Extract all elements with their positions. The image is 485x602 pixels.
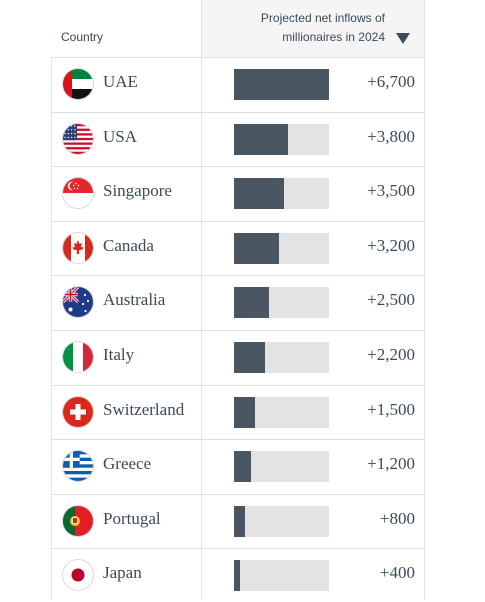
- country-name: UAE: [103, 72, 138, 91]
- bar-fill: [234, 560, 240, 592]
- usa-flag-icon: [63, 123, 93, 154]
- bar-fill: [234, 232, 280, 264]
- inflow-value: +1,500: [367, 399, 415, 419]
- switzerland-flag-icon: [63, 396, 93, 427]
- uae-flag-icon: [63, 69, 93, 99]
- canada-flag-icon: [63, 232, 93, 263]
- value-header-background: [201, 0, 425, 57]
- value-header-line2: millionaires in 2024: [282, 30, 385, 44]
- country-name: Australia: [103, 290, 166, 310]
- bar-track: [234, 396, 329, 428]
- table-row: UAE +6,700: [51, 57, 425, 111]
- italy-flag-icon: [63, 342, 93, 372]
- inflow-value: +6,700: [367, 72, 415, 91]
- country-name: Canada: [103, 235, 154, 255]
- bar-track: [234, 69, 329, 100]
- country-name: Japan: [103, 563, 142, 583]
- inflows-table: Country Projected net inflows of million…: [51, 0, 425, 600]
- inflow-value: +3,800: [367, 126, 415, 146]
- table-row: Canada +3,200: [51, 220, 425, 275]
- singapore-flag-icon: [63, 178, 93, 209]
- country-name: Italy: [103, 345, 135, 364]
- australia-flag-icon: [63, 287, 93, 318]
- table-left-border: [51, 57, 52, 600]
- bar-track: [234, 178, 329, 210]
- bar-fill: [234, 69, 329, 100]
- bar-track: [234, 287, 329, 319]
- bar-fill: [234, 396, 256, 428]
- greece-flag-icon: [63, 451, 93, 482]
- bar-fill: [234, 342, 266, 373]
- inflow-value: +1,200: [367, 454, 415, 474]
- country-name: USA: [103, 126, 138, 146]
- bar-track: [234, 342, 329, 373]
- country-name: Switzerland: [103, 399, 185, 419]
- table-row: Portugal +800: [51, 493, 425, 548]
- country-name: Portugal: [103, 508, 161, 528]
- bar-fill: [234, 178, 284, 210]
- bar-track: [234, 505, 329, 537]
- inflow-value: +3,200: [367, 235, 415, 255]
- inflow-value: +2,200: [367, 345, 415, 364]
- bar-track: [234, 451, 329, 483]
- inflow-value: +2,500: [367, 290, 415, 310]
- value-header-line1: Projected net inflows of: [260, 11, 385, 25]
- table-row: USA +3,800: [51, 111, 425, 166]
- bar-track: [234, 123, 329, 155]
- table-right-border: [424, 0, 425, 600]
- country-name: Greece: [103, 454, 152, 474]
- japan-flag-icon: [63, 560, 93, 591]
- bar-fill: [234, 451, 251, 483]
- table-row: Australia +2,500: [51, 275, 425, 329]
- country-column-header[interactable]: Country: [61, 30, 104, 44]
- table-row: Singapore +3,500: [51, 166, 425, 220]
- column-divider: [201, 0, 202, 600]
- table-row: Japan +400: [51, 548, 425, 602]
- table-row: Greece +1,200: [51, 439, 425, 493]
- bar-track: [234, 560, 329, 592]
- country-name: Singapore: [103, 181, 172, 201]
- value-column-header[interactable]: Projected net inflows of millionaires in…: [203, 9, 385, 47]
- bar-track: [234, 232, 329, 264]
- inflow-value: +3,500: [367, 181, 415, 201]
- portugal-flag-icon: [63, 505, 93, 536]
- bar-fill: [234, 123, 288, 155]
- inflow-value: +800: [379, 508, 415, 528]
- table-row: Switzerland +1,500: [51, 384, 425, 439]
- sort-descending-icon[interactable]: [396, 33, 410, 44]
- table-row: Italy +2,200: [51, 330, 425, 384]
- bar-fill: [234, 287, 270, 319]
- inflow-value: +400: [379, 563, 415, 583]
- bar-fill: [234, 505, 246, 537]
